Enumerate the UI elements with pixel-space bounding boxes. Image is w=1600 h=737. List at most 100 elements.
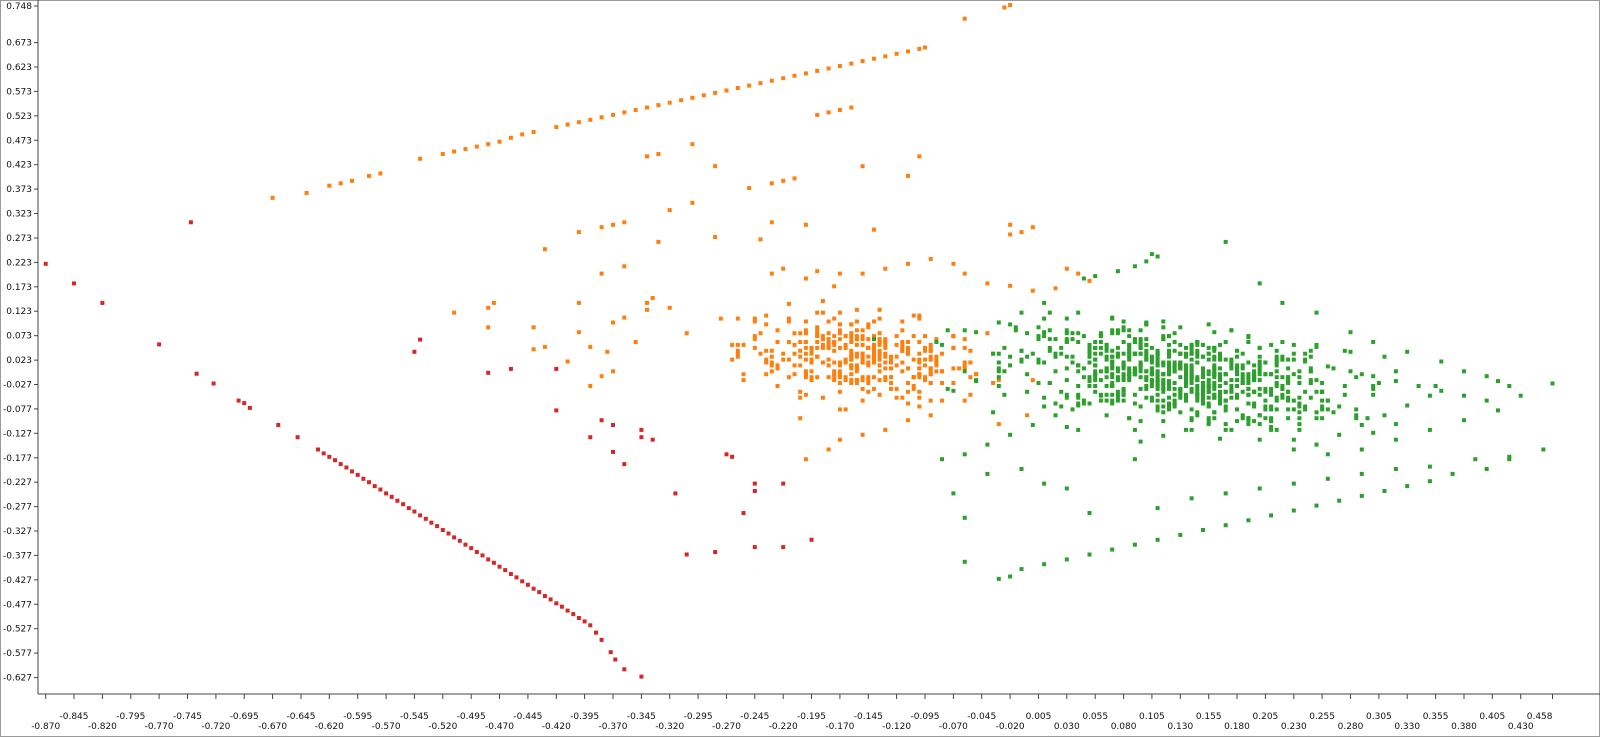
x-tick-label: 0.055 xyxy=(1082,712,1108,722)
data-point xyxy=(1252,389,1257,394)
x-tick-label: -0.545 xyxy=(400,712,429,722)
data-point xyxy=(1155,363,1160,368)
data-point xyxy=(1314,442,1319,447)
data-point xyxy=(1291,372,1296,377)
data-point xyxy=(1439,359,1444,364)
data-point xyxy=(1439,388,1444,393)
data-point xyxy=(730,357,735,362)
data-point xyxy=(1110,372,1115,377)
data-point xyxy=(1195,398,1200,403)
x-tick-label: 0.380 xyxy=(1451,722,1477,732)
x-tick-label: -0.820 xyxy=(88,722,117,732)
data-point xyxy=(877,316,882,321)
data-point xyxy=(412,509,417,514)
data-point xyxy=(1127,334,1132,339)
data-point xyxy=(1104,348,1109,353)
data-point xyxy=(860,360,865,365)
data-point xyxy=(917,351,922,356)
data-point xyxy=(1047,310,1052,315)
data-point xyxy=(769,220,774,225)
data-point xyxy=(837,331,842,336)
data-point xyxy=(894,334,899,339)
data-point xyxy=(1042,300,1047,305)
data-point xyxy=(843,334,848,339)
data-point xyxy=(1371,340,1376,344)
data-point xyxy=(531,586,536,591)
data-point xyxy=(1053,337,1058,342)
data-point xyxy=(1218,357,1222,362)
data-point xyxy=(1331,366,1336,371)
data-point xyxy=(1127,345,1132,350)
points-layer xyxy=(43,3,1555,679)
data-point xyxy=(1342,384,1347,388)
data-point xyxy=(1280,395,1285,400)
data-point xyxy=(1036,334,1041,339)
data-point xyxy=(792,372,797,377)
data-point xyxy=(1252,369,1257,374)
data-point xyxy=(1274,398,1279,403)
data-point xyxy=(1252,404,1257,409)
data-point xyxy=(1223,427,1228,432)
data-point xyxy=(866,381,871,385)
data-point xyxy=(1149,384,1154,388)
data-point xyxy=(1218,342,1222,347)
data-point xyxy=(1218,372,1222,377)
data-point xyxy=(769,363,774,368)
data-point xyxy=(1297,401,1302,406)
data-point xyxy=(1144,369,1149,374)
data-point xyxy=(1098,345,1103,350)
data-point xyxy=(826,331,831,336)
data-point xyxy=(401,502,406,507)
data-point xyxy=(803,71,808,76)
data-point xyxy=(889,381,893,385)
data-point xyxy=(1376,381,1381,385)
data-point xyxy=(962,369,967,374)
data-point xyxy=(1138,386,1143,391)
data-point xyxy=(940,398,944,403)
data-point xyxy=(1263,372,1268,377)
data-point xyxy=(1427,427,1432,432)
data-point xyxy=(508,572,513,576)
data-point xyxy=(1314,410,1319,415)
data-point xyxy=(837,328,842,333)
data-point xyxy=(1121,340,1126,344)
data-point xyxy=(1115,331,1120,336)
data-point xyxy=(758,331,763,336)
data-point xyxy=(1359,493,1364,498)
data-point xyxy=(1172,404,1177,409)
data-point xyxy=(741,511,746,515)
data-point xyxy=(1178,532,1183,537)
data-point xyxy=(764,357,769,362)
data-point xyxy=(877,369,882,374)
data-point xyxy=(877,357,882,362)
data-point xyxy=(860,334,865,339)
data-point xyxy=(588,435,593,440)
data-point xyxy=(474,144,479,149)
data-point xyxy=(951,345,956,350)
data-point xyxy=(1212,410,1217,415)
data-point xyxy=(1201,354,1205,359)
data-point xyxy=(854,337,859,342)
data-point xyxy=(1189,366,1194,371)
data-point xyxy=(372,484,377,489)
data-point xyxy=(1081,401,1086,406)
data-point xyxy=(1144,357,1149,362)
data-point xyxy=(928,366,933,371)
data-point xyxy=(713,550,718,554)
data-point xyxy=(1127,369,1132,374)
data-point xyxy=(1019,567,1024,572)
data-point xyxy=(690,95,695,100)
data-point xyxy=(849,331,854,336)
data-point xyxy=(900,348,905,353)
data-point xyxy=(622,264,627,269)
data-point xyxy=(1172,348,1177,353)
data-point xyxy=(1291,481,1296,486)
data-point xyxy=(996,366,1001,371)
x-tick-label: -0.870 xyxy=(31,722,60,732)
data-point xyxy=(1359,471,1364,476)
data-point xyxy=(1064,328,1069,333)
x-tick-label: -0.595 xyxy=(343,712,372,722)
data-point xyxy=(1081,398,1086,403)
data-point xyxy=(940,351,944,356)
data-point xyxy=(860,351,865,356)
